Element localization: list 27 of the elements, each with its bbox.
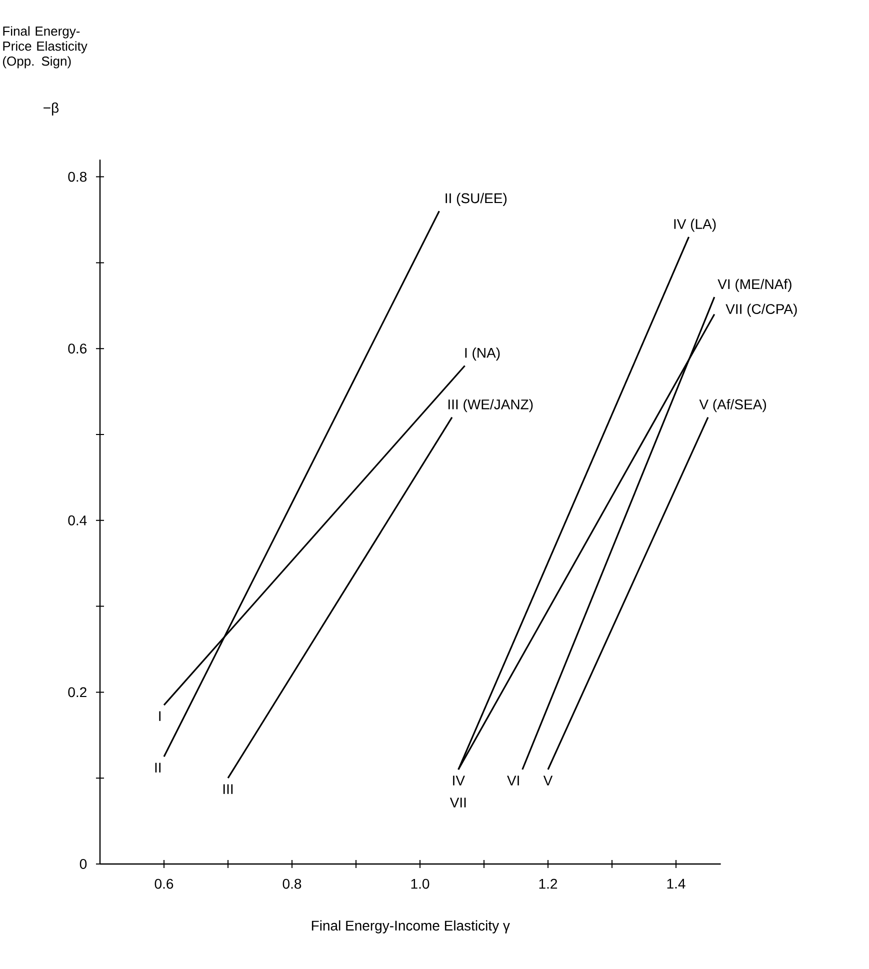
series-label: IV (LA) [674,218,716,232]
x-tick-label: 0.8 [282,878,302,889]
x-axis-title: Final Energy-Income Elasticity γ [312,920,510,934]
x-tick-label: 1.2 [539,878,558,889]
series-label: VI (ME/NAf) [718,278,792,292]
series-label: VII (C/CPA) [726,304,797,317]
annotation: V [543,776,553,786]
annotation: II [155,762,161,772]
y-tick-label: 0.2 [68,687,86,698]
series-label: II (SU/EE) [446,192,507,206]
text: Final Energy-Price Elasticity (Opp. Sign) [3,26,88,68]
series-label: I (NA) [465,348,500,361]
series-label: V (Af/SEA) [699,399,766,412]
annotation: VI [507,776,519,786]
y-tick-label: 0.4 [68,515,87,526]
annotation: VII [450,798,466,808]
y-tick-label: 0.6 [68,344,87,354]
x-tick-label: 0.6 [154,878,174,889]
y-tick-label: 0.8 [68,172,87,182]
annotation: IV [453,776,465,786]
text: 1.0 [411,878,430,889]
x-tick-label: 1.4 [667,878,686,888]
annotation: I [159,711,161,721]
text: −β [44,102,59,116]
series-label: III (WE/JANZ) [448,399,533,412]
y-tick-label: 0 [80,859,87,869]
annotation: III [223,784,233,794]
